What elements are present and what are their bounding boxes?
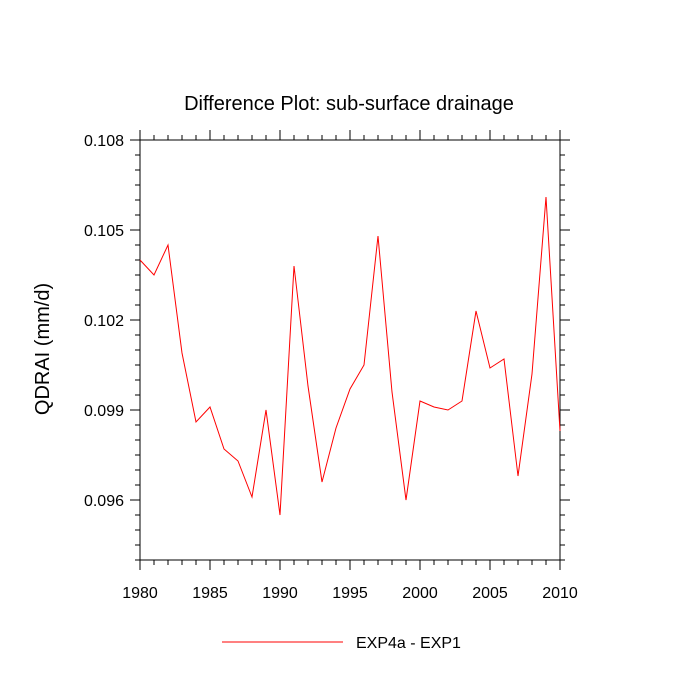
y-axis-label: QDRAI (mm/d) — [32, 283, 54, 415]
x-tick-label: 2000 — [402, 585, 438, 602]
axis-ticks — [130, 130, 570, 570]
y-tick-label: 0.105 — [84, 223, 124, 240]
x-tick-label: 2005 — [472, 585, 508, 602]
legend-label-exp4a-exp1: EXP4a - EXP1 — [356, 635, 461, 652]
y-tick-label: 0.102 — [84, 313, 124, 330]
chart-title: Difference Plot: sub-surface drainage — [184, 93, 514, 115]
y-tick-label: 0.099 — [84, 403, 124, 420]
series-line-exp4a-exp1 — [139, 196, 561, 516]
legend: EXP4a - EXP1 — [222, 635, 461, 652]
x-tick-label: 1990 — [262, 585, 298, 602]
y-tick-label: 0.108 — [84, 133, 124, 150]
data-series — [139, 196, 561, 516]
x-tick-label: 1985 — [192, 585, 228, 602]
plot-frame — [139, 139, 561, 561]
x-tick-label: 1980 — [122, 585, 158, 602]
x-tick-label: 2010 — [542, 585, 578, 602]
axis-tick-labels: 1980 1985 1990 1995 2000 2005 2010 0.096 0.099 0.… — [84, 133, 578, 602]
y-tick-label: 0.096 — [84, 493, 124, 510]
x-tick-label: 1995 — [332, 585, 368, 602]
